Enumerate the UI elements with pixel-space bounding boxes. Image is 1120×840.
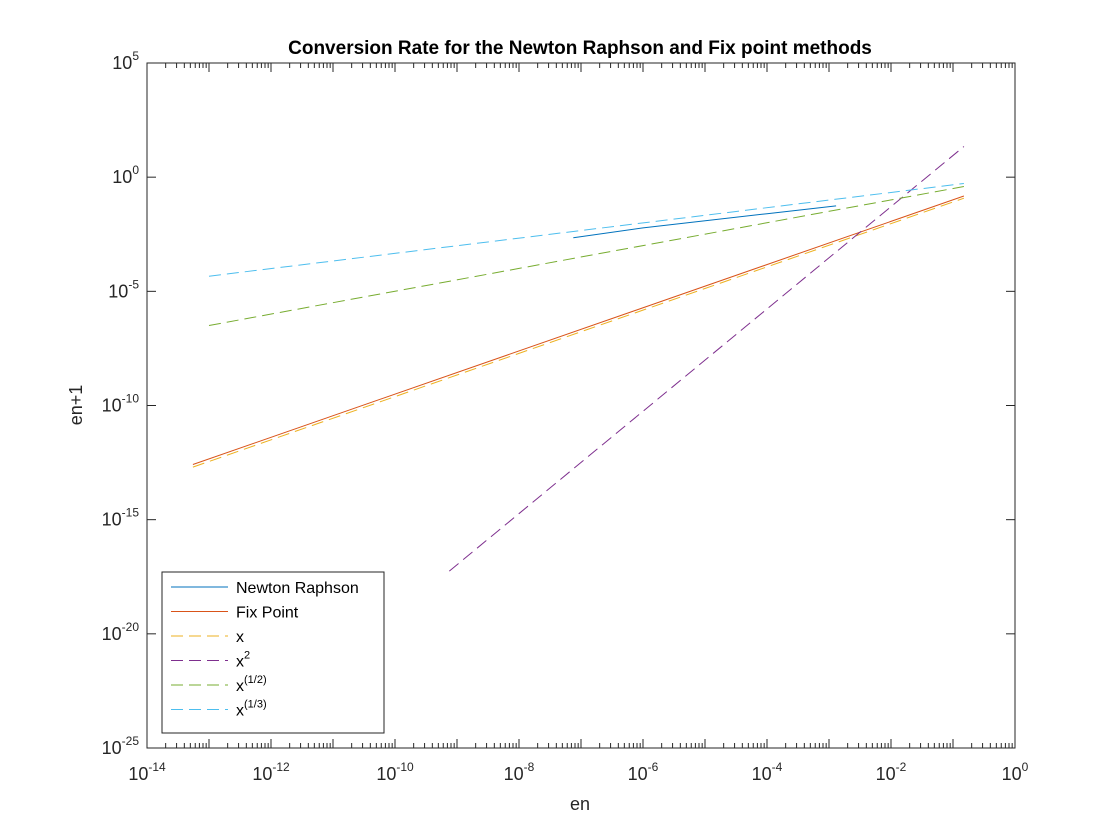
- x-tick-label-7: 100: [1002, 760, 1029, 784]
- legend-item-4: x(1/2): [171, 674, 267, 695]
- y-tick-label-2: 10-15: [102, 506, 140, 530]
- y-tick-label-0: 10-25: [102, 734, 140, 758]
- legend-label-2: x: [236, 629, 244, 646]
- y-tick-labels: 10-25 10-20 10-15 10-10 10-5 100 105: [102, 49, 140, 758]
- series-line-4: [208, 186, 964, 326]
- series-line-0: [573, 205, 837, 239]
- legend-items: Newton Raphson Fix Point x x2 x(1/2) x(1/3): [171, 580, 359, 720]
- x-tick-label-0: 10-14: [128, 760, 166, 784]
- legend-label-1: Fix Point: [236, 605, 299, 622]
- legend-item-2: x: [171, 629, 244, 646]
- x-tick-label-5: 10-4: [752, 760, 783, 784]
- legend-item-3: x2: [171, 650, 250, 671]
- legend-label-3: x2: [236, 650, 250, 671]
- legend-box: [161, 571, 385, 734]
- y-tick-label-5: 100: [112, 163, 139, 187]
- y-tick-label-6: 105: [112, 49, 139, 73]
- series-line-2: [192, 197, 965, 468]
- y-axis-label: en+1: [66, 385, 86, 426]
- legend-label-0: Newton Raphson: [236, 580, 359, 597]
- x-tick-label-3: 10-8: [504, 760, 535, 784]
- x-tick-label-4: 10-6: [628, 760, 659, 784]
- legend-item-0: Newton Raphson: [171, 580, 359, 597]
- series-line-5: [208, 183, 964, 277]
- legend-item-1: Fix Point: [171, 605, 299, 622]
- series-line-3: [448, 146, 965, 572]
- series-layer: [192, 146, 965, 572]
- x-tick-labels: 10-14 10-12 10-10 10-8 10-6 10-4 10-2 100: [128, 760, 1028, 784]
- series-line-1: [192, 195, 965, 465]
- legend-item-5: x(1/3): [171, 699, 267, 720]
- x-tick-label-1: 10-12: [252, 760, 290, 784]
- legend-label-5: x(1/3): [236, 699, 267, 720]
- y-tick-label-3: 10-10: [102, 392, 140, 416]
- y-tick-label-1: 10-20: [102, 620, 140, 644]
- legend: Newton Raphson Fix Point x x2 x(1/2) x(1/3): [161, 571, 385, 734]
- y-tick-label-4: 10-5: [108, 277, 139, 301]
- ticks-layer: [146, 62, 1016, 749]
- legend-label-4: x(1/2): [236, 674, 267, 695]
- x-axis-label: en: [570, 794, 590, 814]
- chart-title: Conversion Rate for the Newton Raphson a…: [288, 38, 872, 59]
- x-tick-label-6: 10-2: [876, 760, 907, 784]
- x-tick-label-2: 10-10: [376, 760, 414, 784]
